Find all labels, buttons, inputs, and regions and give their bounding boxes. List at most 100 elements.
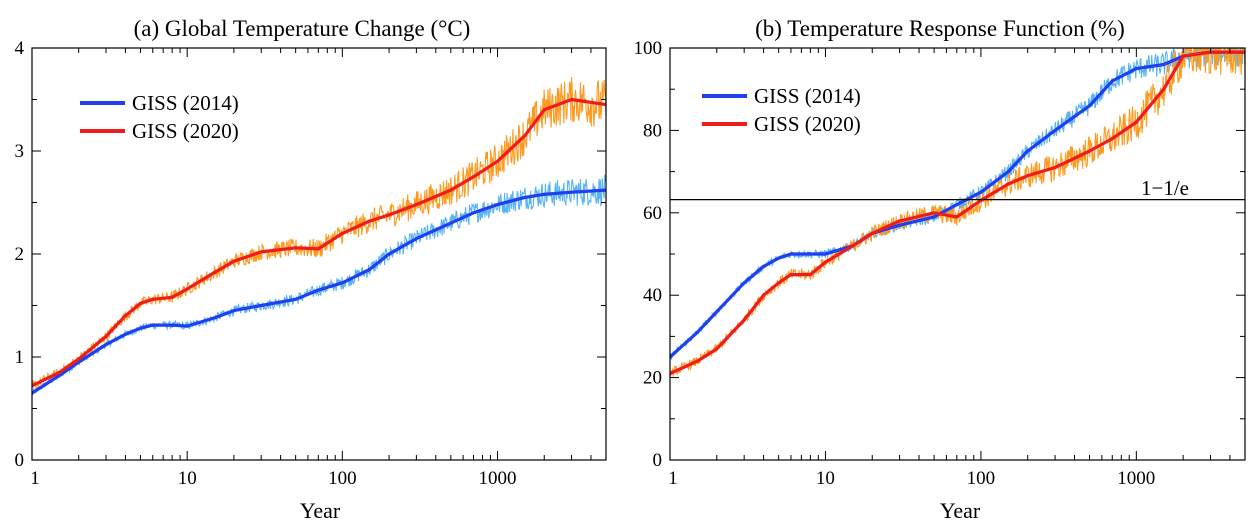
panel-b-point-giss-2014 [1088,104,1092,108]
panel-b-point-giss-2020 [932,211,936,215]
panel-a-point-giss-2020 [471,175,476,179]
panel-a-point-giss-2014 [340,281,344,285]
panel-a-point-giss-2014 [471,211,476,215]
panel-a-point-giss-2014 [387,252,391,256]
panel-a-point-giss-2014 [151,323,155,327]
y-tick-label: 1 [15,347,25,368]
panel-a-point-giss-2020 [449,188,453,192]
panel-b-temperature-response-function: (b) Temperature Response Function (%) 1−… [634,16,1246,521]
panel-b-plot-frame [669,47,1246,461]
panel-b-point-giss-2014 [808,252,813,256]
panel-a-point-giss-2014 [259,303,263,308]
panel-a-point-giss-2020 [138,301,143,305]
panel-b-point-giss-2014 [955,203,959,207]
panel-b-x-axis-label: Year [940,498,981,521]
panel-a-point-giss-2020 [294,246,298,250]
panel-a-point-giss-2020 [387,213,391,217]
panel-b-point-giss-2020 [789,273,793,277]
panel-a-point-giss-2014 [368,267,372,271]
panel-b-point-giss-2014 [695,330,700,334]
panel-a-point-giss-2014 [449,221,453,225]
panel-b-title: (b) Temperature Response Function (%) [755,16,1125,41]
panel-b-reference-line-label: 1−1/e [1141,176,1189,200]
panel-b-legend-label-giss-2014: GISS (2014) [754,84,861,108]
panel-a-point-giss-2020 [170,295,174,299]
panel-b-legend-label-giss-2020: GISS (2020) [754,112,861,136]
panel-a-point-giss-2020 [151,297,155,301]
panel-b-point-giss-2014 [1006,170,1010,174]
panel-a-point-giss-2014 [316,288,320,292]
panel-b-point-giss-2020 [695,359,700,363]
panel-a-point-giss-2014 [104,343,108,347]
panel-a-point-giss-2014 [212,316,217,320]
panel-b-point-giss-2020 [823,260,828,264]
panel-b-point-giss-2020 [1162,87,1166,91]
panel-b-point-giss-2014 [979,190,983,194]
panel-b-series [670,48,1245,379]
panel-b-point-giss-2020 [808,273,813,277]
y-tick-label: 0 [653,450,663,471]
y-tick-label: 4 [15,38,25,59]
panel-b-point-giss-2020 [898,219,902,223]
x-tick-label: 1000 [1117,468,1155,489]
panel-a-x-axis-label: Year [300,498,341,521]
panel-a-point-giss-2020 [495,159,500,163]
y-tick-label: 60 [643,203,662,224]
panel-b-point-giss-2014 [1134,67,1138,71]
panel-b-point-giss-2020 [777,281,781,285]
panel-a-legend: GISS (2014) GISS (2020) [80,91,239,143]
panel-b-point-giss-2020 [851,244,855,248]
panel-b-point-giss-2020 [1134,120,1138,124]
panel-a-point-giss-2020 [104,334,108,338]
x-tick-label: 100 [967,468,996,489]
panel-a-legend-label-giss-2014: GISS (2014) [132,91,239,115]
panel-a-point-giss-2014 [414,237,418,241]
x-tick-label: 10 [178,468,197,489]
panel-a-point-giss-2014 [57,373,61,378]
panel-a-point-giss-2014 [542,192,546,196]
panel-a-point-giss-2020 [542,108,546,112]
panel-a-title: (a) Global Temperature Change (°C) [134,16,471,41]
y-tick-label: 80 [643,120,662,141]
panel-b-point-giss-2020 [715,347,719,351]
panel-b-point-giss-2020 [1026,174,1030,178]
panel-b-point-giss-2014 [777,256,781,260]
panel-b-series-raw-giss-2020 [670,48,1245,379]
x-tick-label: 1000 [479,468,517,489]
panel-b-point-giss-2020 [870,231,874,235]
y-tick-label: 3 [15,141,25,162]
panel-a-point-giss-2020 [185,287,189,291]
panel-a-point-giss-2014 [495,203,500,207]
panel-a-point-giss-2020 [123,314,127,318]
panel-b-point-giss-2014 [742,281,746,285]
panel-a-plot-frame [31,47,607,461]
y-tick-label: 2 [15,244,25,265]
x-tick-label: 100 [328,468,357,489]
panel-a-global-temperature-change: (a) Global Temperature Change (°C) 1 10 10… [15,16,607,521]
panel-a-point-giss-2020 [570,97,574,102]
panel-a-legend-label-giss-2020: GISS (2020) [132,119,239,143]
panel-b-point-giss-2020 [1110,137,1114,141]
panel-a-series [32,76,606,396]
x-tick-label: 1 [30,468,40,489]
panel-b-point-giss-2014 [1162,62,1166,67]
panel-b-point-giss-2020 [1006,182,1010,186]
panel-a-point-giss-2014 [232,309,236,313]
panel-a-point-giss-2014 [170,323,174,327]
panel-a-point-giss-2014 [523,195,527,199]
panel-a-point-giss-2020 [77,357,81,361]
panel-b-point-giss-2020 [1181,54,1185,58]
panel-b-point-giss-2020 [1053,165,1057,170]
panel-b-point-giss-2014 [789,252,793,256]
panel-b-legend: GISS (2014) GISS (2020) [702,84,861,136]
panel-a-point-giss-2020 [232,259,236,263]
panel-a-point-giss-2020 [414,203,418,207]
panel-b-point-giss-2014 [898,223,902,227]
panel-b-point-giss-2014 [823,252,828,256]
panel-a-point-giss-2020 [340,231,344,235]
panel-b-series-raw-giss-2014 [670,48,1244,361]
panel-a-point-giss-2020 [212,270,217,275]
x-tick-label: 10 [816,468,835,489]
